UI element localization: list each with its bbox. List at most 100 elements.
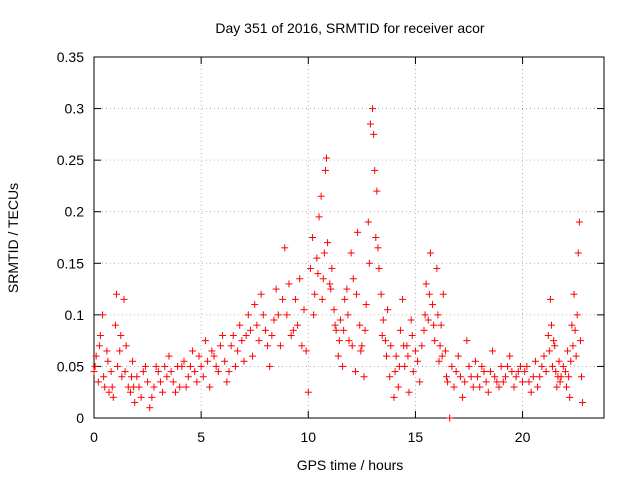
data-point xyxy=(514,368,522,376)
data-point xyxy=(545,347,553,355)
data-point xyxy=(105,388,113,396)
data-point xyxy=(480,368,488,376)
data-point xyxy=(374,244,382,252)
data-point xyxy=(210,352,218,360)
data-point xyxy=(193,378,201,386)
data-point xyxy=(319,275,327,283)
data-point xyxy=(264,342,272,350)
data-point xyxy=(508,368,516,376)
data-point xyxy=(107,368,115,376)
y-tick-label: 0.3 xyxy=(65,101,85,117)
data-point xyxy=(161,362,169,370)
data-point xyxy=(165,352,173,360)
data-point xyxy=(549,362,557,370)
data-point xyxy=(214,368,222,376)
data-point xyxy=(471,357,479,365)
data-point xyxy=(131,399,139,407)
data-point xyxy=(538,362,546,370)
data-point xyxy=(311,290,319,298)
y-tick-label: 0.35 xyxy=(57,49,84,65)
data-point xyxy=(294,321,302,329)
data-point xyxy=(242,331,250,339)
data-point xyxy=(117,331,125,339)
data-point xyxy=(146,404,154,412)
data-point xyxy=(435,357,443,365)
data-point xyxy=(191,368,199,376)
data-point xyxy=(108,383,116,391)
data-point xyxy=(204,357,212,365)
y-tick-label: 0.25 xyxy=(57,152,84,168)
data-point xyxy=(315,213,323,221)
data-point xyxy=(313,254,321,262)
data-point xyxy=(249,352,257,360)
data-point xyxy=(195,352,203,360)
data-point xyxy=(418,342,426,350)
data-point xyxy=(251,301,259,309)
data-point xyxy=(469,383,477,391)
data-point xyxy=(362,301,370,309)
data-point xyxy=(563,383,570,391)
y-tick-label: 0.1 xyxy=(65,307,85,323)
data-point xyxy=(90,368,98,376)
data-point xyxy=(283,311,291,319)
data-point xyxy=(381,337,389,345)
data-point xyxy=(504,362,512,370)
data-point xyxy=(434,311,442,319)
data-point xyxy=(261,326,269,334)
data-point xyxy=(510,383,518,391)
data-point xyxy=(276,342,284,350)
data-point xyxy=(463,337,471,345)
data-point xyxy=(478,362,486,370)
data-point xyxy=(122,342,130,350)
data-point xyxy=(348,342,356,350)
data-point xyxy=(223,378,231,386)
data-point xyxy=(129,357,137,365)
data-point xyxy=(521,368,529,376)
data-point xyxy=(552,368,560,376)
data-point xyxy=(302,347,310,355)
data-point xyxy=(358,342,366,350)
data-point xyxy=(240,357,248,365)
data-point xyxy=(152,362,160,370)
data-point xyxy=(474,373,482,381)
data-point xyxy=(340,326,348,334)
data-point xyxy=(454,352,462,360)
data-point xyxy=(272,285,280,293)
data-point xyxy=(439,290,447,298)
data-point xyxy=(126,388,134,396)
data-point xyxy=(339,362,347,370)
data-point xyxy=(405,388,413,396)
data-point xyxy=(163,373,171,381)
data-point xyxy=(300,306,308,314)
data-point xyxy=(310,311,318,319)
data-point xyxy=(306,264,314,272)
data-point xyxy=(111,321,119,329)
data-point xyxy=(199,373,207,381)
data-point xyxy=(408,331,416,339)
data-point xyxy=(452,368,460,376)
data-point xyxy=(548,321,555,329)
data-point xyxy=(542,368,550,376)
data-point xyxy=(154,368,162,376)
data-point xyxy=(356,321,364,329)
data-point xyxy=(326,280,334,288)
data-point xyxy=(244,311,252,319)
data-point xyxy=(176,383,184,391)
data-point xyxy=(234,347,242,355)
data-point xyxy=(394,383,402,391)
data-point xyxy=(324,239,332,247)
data-point xyxy=(332,326,340,334)
data-point xyxy=(354,228,362,236)
data-point xyxy=(182,383,190,391)
data-point xyxy=(344,311,352,319)
data-point xyxy=(534,383,542,391)
data-point xyxy=(431,337,439,345)
data-point xyxy=(375,264,383,272)
data-point xyxy=(461,378,469,386)
x-tick-label: 15 xyxy=(408,429,424,445)
data-point xyxy=(167,368,175,376)
data-point xyxy=(564,347,572,355)
data-point xyxy=(421,311,429,319)
data-point xyxy=(377,290,385,298)
